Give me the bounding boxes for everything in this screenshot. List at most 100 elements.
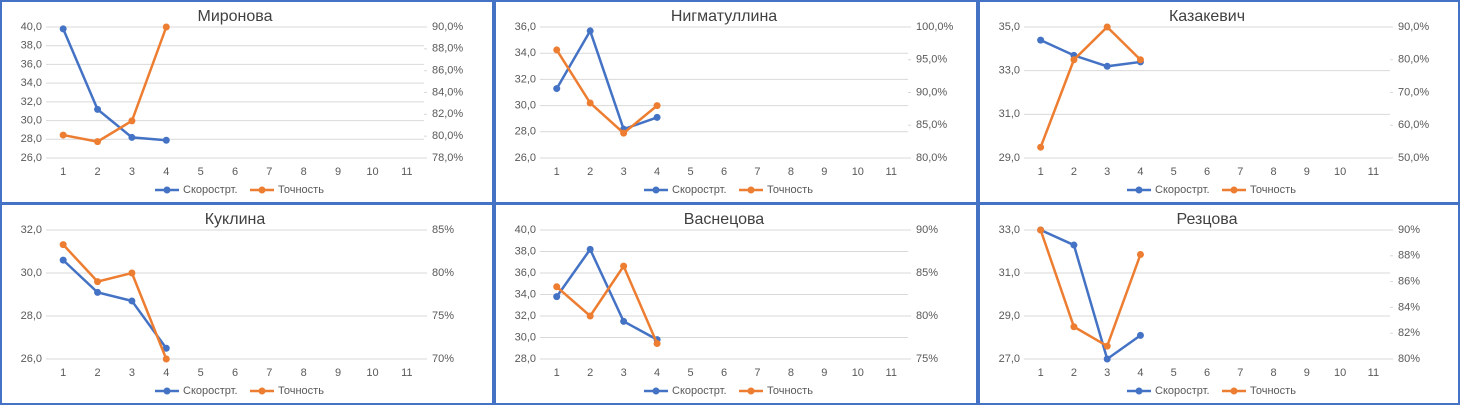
point (586, 99, 594, 107)
x-tick-label: 6 (232, 166, 238, 178)
y2-tick-label: 90% (1398, 224, 1420, 236)
x-tick-label: 7 (1237, 166, 1243, 178)
point (653, 340, 661, 348)
x-tick-label: 2 (1071, 367, 1077, 379)
series-line (62, 28, 167, 142)
y-tick-label: 28,0 (515, 126, 536, 138)
x-tick-label: 5 (198, 367, 204, 379)
x-tick-label: 11 (1368, 166, 1379, 178)
chart: Нигматуллина 26,0 28,0 30,0 32,0 34,0 36,0 80,0… (515, 8, 954, 196)
legend-label: Точность (1250, 184, 1296, 196)
point (553, 85, 561, 93)
x-tick-label: 3 (1104, 166, 1110, 178)
legend-marker (258, 186, 266, 194)
point (1103, 62, 1111, 70)
point (1103, 23, 1111, 31)
legend-marker (163, 186, 171, 194)
legend-marker (163, 387, 171, 395)
y-tick-label: 36,0 (515, 21, 536, 33)
y-tick-label: 26,0 (515, 152, 536, 164)
y2-tick-label: 80% (1398, 353, 1420, 365)
y2-tick-label: 85,0% (916, 119, 947, 131)
y2-tick-label: 80,0% (1398, 54, 1429, 66)
point (1070, 323, 1078, 331)
x-tick-label: 3 (129, 367, 135, 379)
x-tick-label: 1 (554, 367, 560, 379)
x-tick-label: 9 (335, 367, 341, 379)
y-tick-label: 35,0 (999, 21, 1020, 33)
series-line (1039, 229, 1142, 348)
chart: Васнецова 28,0 30,0 32,0 34,0 36,0 38,0 40,0 75%… (515, 211, 939, 397)
legend-label: Скорострт. (672, 385, 727, 397)
x-tick-label: 5 (687, 367, 693, 379)
legend-marker (1135, 387, 1143, 395)
chart: Миронова 26,0 28,0 30,0 32,0 34,0 36,0 38,0 40,0… (21, 8, 464, 196)
x-tick-label: 5 (1171, 166, 1177, 178)
y2-tick-label: 90,0% (1398, 21, 1429, 33)
x-tick-label: 3 (621, 166, 627, 178)
x-tick-label: 4 (654, 367, 660, 379)
chart-panel: Казакевич 29,0 31,0 33,0 35,0 50,0% 60,0% 70,0%… (978, 0, 1460, 204)
y-tick-label: 27,0 (999, 353, 1020, 365)
x-tick-label: 4 (654, 166, 660, 178)
x-tick-label: 9 (1304, 367, 1310, 379)
x-tick-label: 10 (852, 166, 864, 178)
x-tick-label: 2 (587, 166, 593, 178)
legend-marker (1135, 186, 1143, 194)
point (162, 355, 170, 363)
x-tick-label: 5 (198, 166, 204, 178)
point (128, 117, 136, 125)
point (1070, 241, 1078, 249)
point (1136, 331, 1144, 339)
series-line (1040, 228, 1142, 362)
y2-tick-label: 86,0% (432, 65, 463, 77)
x-tick-label: 7 (754, 367, 760, 379)
x-tick-label: 8 (301, 166, 307, 178)
series-line (62, 26, 168, 143)
x-tick-label: 10 (1334, 367, 1346, 379)
y-tick-label: 31,0 (999, 108, 1020, 120)
x-tick-label: 1 (60, 166, 66, 178)
chart-title: Миронова (197, 8, 272, 25)
y-tick-label: 30,0 (515, 100, 536, 112)
point (162, 136, 170, 144)
legend-label: Точность (278, 184, 324, 196)
chart-title: Резцова (1177, 211, 1238, 228)
point (1103, 355, 1111, 363)
y2-tick-label: 80% (432, 267, 454, 279)
chart-panel: Нигматуллина 26,0 28,0 30,0 32,0 34,0 36,0 80,0… (494, 0, 978, 204)
y-tick-label: 28,0 (21, 133, 42, 145)
y-tick-label: 34,0 (515, 47, 536, 59)
x-tick-label: 8 (301, 367, 307, 379)
y2-tick-label: 88,0% (432, 43, 463, 55)
point (128, 297, 136, 305)
x-tick-label: 2 (94, 166, 100, 178)
y2-tick-label: 85% (432, 224, 454, 236)
y2-tick-label: 70% (432, 353, 454, 365)
x-tick-label: 7 (754, 166, 760, 178)
point (620, 262, 628, 270)
legend-marker (1230, 186, 1238, 194)
point (59, 25, 67, 33)
y-tick-label: 32,0 (21, 96, 42, 108)
legend-marker (652, 387, 660, 395)
point (128, 133, 136, 141)
x-tick-label: 3 (1104, 367, 1110, 379)
point (128, 269, 136, 277)
x-tick-label: 9 (821, 367, 827, 379)
point (1037, 36, 1045, 44)
series-line (555, 49, 658, 135)
y2-tick-label: 82% (1398, 327, 1420, 339)
y2-tick-label: 90,0% (432, 21, 463, 33)
point (1070, 56, 1078, 64)
x-tick-label: 11 (1368, 367, 1379, 379)
chart-panel: Резцова 27,0 29,0 31,0 33,0 80% 82% 84% 86% 88% 90… (978, 203, 1460, 405)
y2-tick-label: 82,0% (432, 108, 463, 120)
point (1136, 251, 1144, 259)
chart-panel: Васнецова 28,0 30,0 32,0 34,0 36,0 38,0 40,0 75%… (494, 203, 978, 405)
x-tick-label: 9 (821, 166, 827, 178)
chart: Казакевич 29,0 31,0 33,0 35,0 50,0% 60,0% 70,0%… (999, 8, 1430, 196)
y-tick-label: 33,0 (999, 65, 1020, 77)
chart-title: Казакевич (1169, 8, 1245, 25)
x-tick-label: 7 (266, 367, 272, 379)
